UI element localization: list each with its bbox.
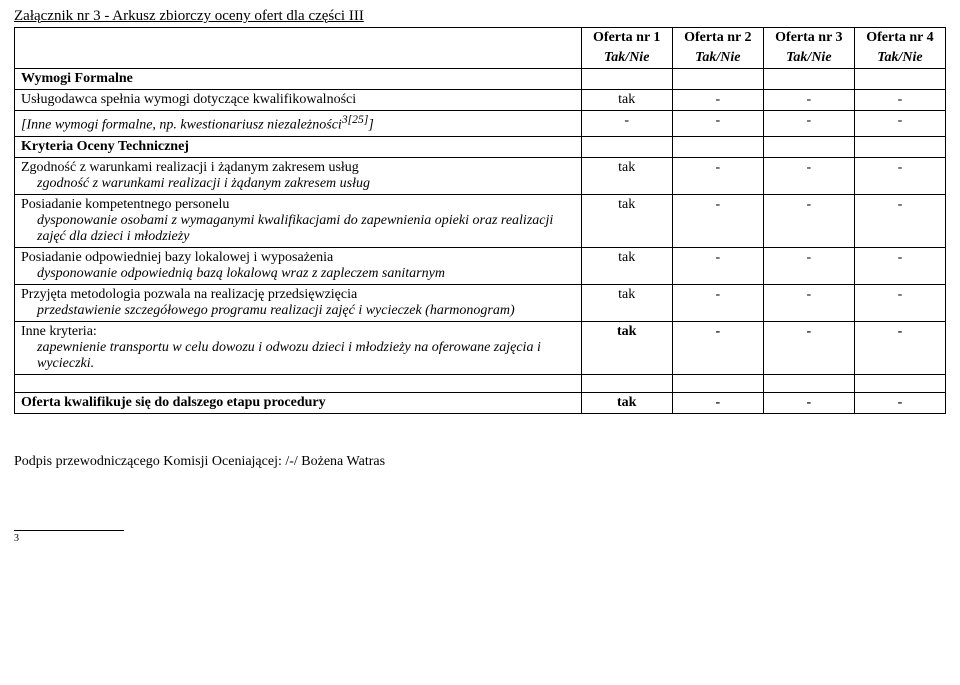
- row-val: tak: [581, 392, 672, 413]
- row-val: tak: [581, 90, 672, 111]
- row-val: -: [763, 194, 854, 247]
- section-heading-label: Wymogi Formalne: [15, 69, 582, 90]
- table-row: [Inne wymogi formalne, np. kwestionarius…: [15, 111, 946, 137]
- row-val: -: [672, 392, 763, 413]
- signoff-line: Podpis przewodniczącego Komisji Oceniają…: [14, 454, 946, 470]
- row-val: -: [854, 111, 945, 137]
- table-row: Posiadanie kompetentnego personelu dyspo…: [15, 194, 946, 247]
- taknie-head: Tak/Nie: [581, 48, 672, 69]
- row-sub: dysponowanie osobami z wymaganymi kwalif…: [21, 213, 575, 245]
- row-val: -: [672, 247, 763, 284]
- section-heading-formal: Wymogi Formalne: [15, 69, 946, 90]
- row-label: Posiadanie odpowiedniej bazy lokalowej i…: [15, 247, 582, 284]
- row-val: -: [763, 90, 854, 111]
- final-row: Oferta kwalifikuje się do dalszego etapu…: [15, 392, 946, 413]
- row-main: Inne kryteria:: [21, 324, 97, 339]
- row-sub: zapewnienie transportu w celu dowozu i o…: [21, 340, 575, 372]
- row-val: tak: [581, 247, 672, 284]
- row-main: Przyjęta metodologia pozwala na realizac…: [21, 287, 357, 302]
- table-header-row: Oferta nr 1 Oferta nr 2 Oferta nr 3 Ofer…: [15, 28, 946, 49]
- row-val: -: [763, 111, 854, 137]
- row-val: -: [854, 90, 945, 111]
- final-row-label: Oferta kwalifikuje się do dalszego etapu…: [15, 392, 582, 413]
- row-val: -: [581, 111, 672, 137]
- table-row: Przyjęta metodologia pozwala na realizac…: [15, 284, 946, 321]
- row-val: -: [672, 284, 763, 321]
- row-label-tail: ]: [368, 118, 373, 133]
- row-val: -: [672, 111, 763, 137]
- section-heading-technical: Kryteria Oceny Technicznej: [15, 136, 946, 157]
- table-row: Inne kryteria: zapewnienie transportu w …: [15, 321, 946, 374]
- row-main: Posiadanie kompetentnego personelu: [21, 197, 229, 212]
- table-row: Usługodawca spełnia wymogi dotyczące kwa…: [15, 90, 946, 111]
- row-val: -: [763, 284, 854, 321]
- row-val: tak: [581, 321, 672, 374]
- table-row: Zgodność z warunkami realizacji i żądany…: [15, 157, 946, 194]
- row-val: tak: [581, 284, 672, 321]
- section-heading-label: Kryteria Oceny Technicznej: [15, 136, 582, 157]
- row-val: -: [854, 321, 945, 374]
- row-val: tak: [581, 157, 672, 194]
- table-subheader-row: Tak/Nie Tak/Nie Tak/Nie Tak/Nie: [15, 48, 946, 69]
- row-label: Inne kryteria: zapewnienie transportu w …: [15, 321, 582, 374]
- taknie-head: Tak/Nie: [854, 48, 945, 69]
- row-val: -: [672, 321, 763, 374]
- row-main: Zgodność z warunkami realizacji i żądany…: [21, 160, 359, 175]
- row-val: tak: [581, 194, 672, 247]
- taknie-head: Tak/Nie: [763, 48, 854, 69]
- row-val: -: [763, 157, 854, 194]
- footnote-number: 3: [14, 533, 946, 544]
- row-sub: zgodność z warunkami realizacji i żądany…: [21, 176, 575, 192]
- row-val: -: [763, 247, 854, 284]
- row-val: -: [854, 157, 945, 194]
- row-label: Przyjęta metodologia pozwala na realizac…: [15, 284, 582, 321]
- row-val: -: [854, 247, 945, 284]
- row-label-sup: 3[25]: [342, 113, 369, 126]
- row-label: [Inne wymogi formalne, np. kwestionarius…: [15, 111, 582, 137]
- row-label-text: [Inne wymogi formalne, np. kwestionarius…: [21, 118, 342, 133]
- table-row: Posiadanie odpowiedniej bazy lokalowej i…: [15, 247, 946, 284]
- row-sub: dysponowanie odpowiednią bazą lokalową w…: [21, 266, 575, 282]
- separator-row: [15, 374, 946, 392]
- row-val: -: [672, 157, 763, 194]
- offer-col-head: Oferta nr 2: [672, 28, 763, 49]
- footnote-rule: [14, 530, 124, 531]
- row-label: Usługodawca spełnia wymogi dotyczące kwa…: [15, 90, 582, 111]
- row-val: -: [672, 90, 763, 111]
- row-label: Posiadanie kompetentnego personelu dyspo…: [15, 194, 582, 247]
- row-val: -: [854, 392, 945, 413]
- taknie-head: Tak/Nie: [672, 48, 763, 69]
- row-val: -: [763, 392, 854, 413]
- row-sub: przedstawienie szczegółowego programu re…: [21, 303, 575, 319]
- offer-col-head: Oferta nr 4: [854, 28, 945, 49]
- row-val: -: [763, 321, 854, 374]
- offer-col-head: Oferta nr 3: [763, 28, 854, 49]
- row-val: -: [672, 194, 763, 247]
- offer-col-head: Oferta nr 1: [581, 28, 672, 49]
- row-val: -: [854, 284, 945, 321]
- page-title: Załącznik nr 3 - Arkusz zbiorczy oceny o…: [14, 8, 946, 25]
- row-label: Zgodność z warunkami realizacji i żądany…: [15, 157, 582, 194]
- row-main: Posiadanie odpowiedniej bazy lokalowej i…: [21, 250, 333, 265]
- evaluation-table: Oferta nr 1 Oferta nr 2 Oferta nr 3 Ofer…: [14, 27, 946, 414]
- row-val: -: [854, 194, 945, 247]
